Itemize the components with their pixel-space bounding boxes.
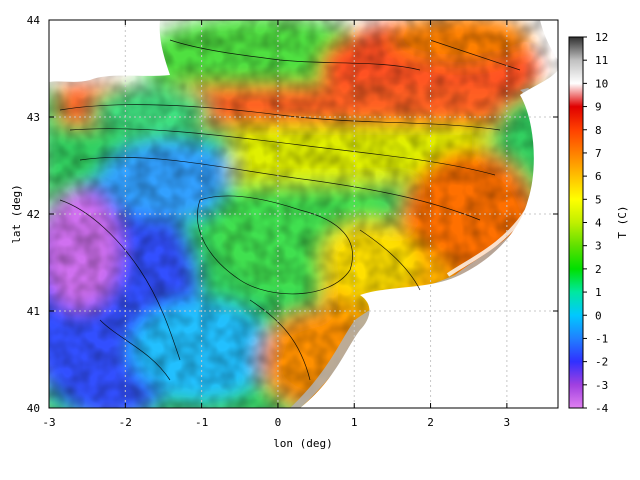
y-tick-label: 43 <box>27 111 40 124</box>
colorbar-label: T (C) <box>616 205 629 238</box>
colorbar-tick-label: 0 <box>595 309 602 322</box>
colorbar-tick-label: 12 <box>595 31 608 44</box>
contour-line <box>429 39 521 71</box>
y-tick-label: 41 <box>27 305 40 318</box>
colorbar-tick-label: 6 <box>595 170 602 183</box>
y-tick-label: 44 <box>27 14 41 27</box>
colorbar-tick-label: 5 <box>595 193 602 206</box>
x-tick-label: 2 <box>427 416 434 429</box>
x-tick-label: -2 <box>119 416 132 429</box>
colorbar-tick-label: 11 <box>595 54 608 67</box>
land-mask-nw <box>49 20 170 82</box>
x-tick-label: -1 <box>195 416 208 429</box>
x-axis-label: lon (deg) <box>273 437 333 450</box>
land-mask-se <box>300 70 558 408</box>
y-tick-label: 40 <box>27 402 40 415</box>
colorbar-tick-label: 2 <box>595 263 602 276</box>
y-axis-label: lat (deg) <box>10 184 23 244</box>
colorbar-tick-label: 8 <box>595 124 602 137</box>
colorbar-tick-label: -2 <box>595 356 608 369</box>
colorbar-tick-label: -4 <box>595 402 609 415</box>
contour-line <box>197 195 353 295</box>
contour-line <box>169 39 421 71</box>
colorbar-tick-label: 9 <box>595 101 602 114</box>
land-mask-ne <box>540 20 558 60</box>
colorbar-tick-label: 1 <box>595 286 602 299</box>
contour-line <box>69 128 496 176</box>
colorbar-tick-label: 7 <box>595 147 602 160</box>
x-tick-label: 1 <box>351 416 358 429</box>
contour-line <box>359 229 421 291</box>
coastal-gradient <box>290 88 555 408</box>
contour-line <box>59 199 181 361</box>
x-tick-label: 0 <box>275 416 282 429</box>
x-tick-label: 3 <box>504 416 511 429</box>
contour-line <box>99 319 171 381</box>
x-tick-label: -3 <box>42 416 55 429</box>
contour-line <box>59 104 501 131</box>
colorbar-tick-label: -1 <box>595 332 608 345</box>
contour-line <box>79 156 481 221</box>
y-tick-label: 42 <box>27 208 40 221</box>
colorbar-gradient <box>568 36 584 409</box>
axis-ticks: -3 -2 -1 0 1 2 3 40 41 42 43 44 <box>27 14 558 429</box>
plot-area: -3 -2 -1 0 1 2 3 40 41 42 43 44 <box>27 14 559 429</box>
colorbar-tick-label: 3 <box>595 240 602 253</box>
colorbar-tick-label: 4 <box>595 217 602 230</box>
contour-line <box>249 299 311 381</box>
colorbar-tick-label: 10 <box>595 77 608 90</box>
colorbar-tick-label: -3 <box>595 379 608 392</box>
temperature-field <box>49 20 558 408</box>
contour-lines <box>59 39 521 381</box>
